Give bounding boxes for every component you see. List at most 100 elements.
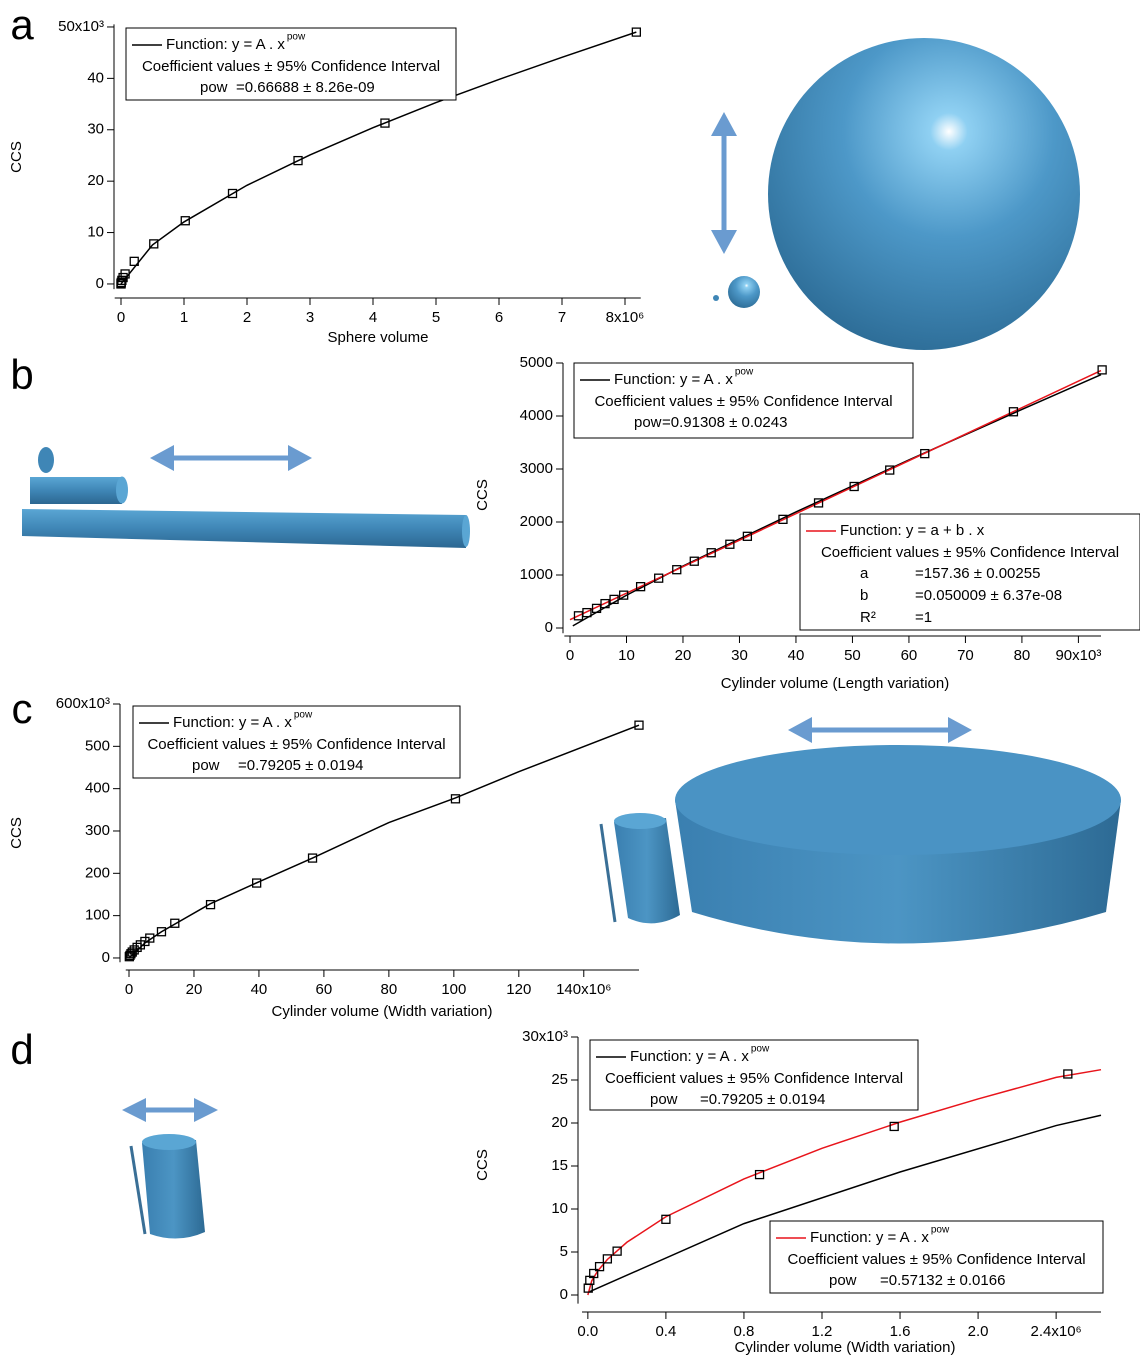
x-tick-label: 4: [369, 309, 377, 326]
x-tick-label: 20: [186, 981, 203, 998]
x-tick-label: 0.0: [577, 1323, 598, 1340]
legend-param: pow: [634, 414, 662, 431]
x-tick-label: 2.0: [968, 1323, 989, 1340]
disk-top: [675, 745, 1121, 855]
x-tick-label: 80: [1014, 647, 1031, 664]
y-tick-label: 200: [85, 864, 110, 881]
y-tick-label: 20: [87, 172, 104, 189]
legend-param: R²: [860, 609, 876, 626]
legend-header: Coefficient values ± 95% Confidence Inte…: [787, 1251, 1085, 1268]
legend-function: Function: y = a + b . x: [840, 522, 985, 539]
legend-function: Function: y = A . x: [614, 371, 733, 388]
cylinder-end: [462, 515, 470, 547]
panel-label: b: [10, 351, 33, 398]
y-tick-label: 400: [85, 780, 110, 797]
x-tick-label: 3: [306, 309, 314, 326]
cylinder-top: [142, 1134, 196, 1150]
arrow: [788, 717, 972, 743]
cylinder-edge: [131, 1146, 145, 1234]
data-point: [1098, 366, 1106, 374]
cylinder-end: [116, 477, 128, 504]
legend-header: Coefficient values ± 95% Confidence Inte…: [147, 736, 445, 753]
y-tick-label: 100: [85, 907, 110, 924]
sphere-small: [728, 276, 760, 308]
y-tick-label: 0: [545, 619, 553, 636]
x-tick-label: 7: [558, 309, 566, 326]
legend-superscript: pow: [287, 32, 306, 43]
legend-value: =1: [915, 609, 932, 626]
y-tick-label: 20: [551, 1114, 568, 1131]
cylinder-medium: [30, 477, 122, 504]
x-tick-label: 0: [566, 647, 574, 664]
x-tick-label: 40: [788, 647, 805, 664]
legend-superscript: pow: [294, 710, 313, 721]
x-tick-label: 60: [316, 981, 333, 998]
legend-function: Function: y = A . x: [810, 1229, 929, 1246]
y-tick-label: 4000: [520, 407, 553, 424]
x-tick-label: 10: [618, 647, 635, 664]
x-tick-label: 1: [180, 309, 188, 326]
y-tick-label: 300: [85, 822, 110, 839]
legend-value: =0.57132 ± 0.0166: [880, 1272, 1005, 1289]
legend-param: a: [860, 565, 869, 582]
x-tick-label: 0: [125, 981, 133, 998]
x-tick-label: 90x10³: [1055, 647, 1101, 664]
x-tick-label: 5: [432, 309, 440, 326]
arrow: [711, 112, 737, 254]
y-tick-label: 0: [96, 275, 104, 292]
y-tick-label: 15: [551, 1157, 568, 1174]
legend-value: =0.79205 ± 0.0194: [700, 1091, 825, 1108]
cylinder-disc: [38, 447, 54, 473]
legend-value: =157.36 ± 0.00255: [915, 565, 1040, 582]
y-tick-label: 0: [560, 1286, 568, 1303]
legend-value: =0.66688 ± 8.26e-09: [236, 79, 375, 96]
x-tick-label: 100: [441, 981, 466, 998]
legend-value: =0.050009 ± 6.37e-08: [915, 587, 1062, 604]
x-tick-label: 30: [731, 647, 748, 664]
legend-param: pow: [829, 1272, 857, 1289]
x-tick-label: 2: [243, 309, 251, 326]
x-tick-label: 2.4x10⁶: [1031, 1323, 1082, 1340]
x-tick-label: 0.4: [655, 1323, 676, 1340]
legend-value: =0.79205 ± 0.0194: [238, 757, 363, 774]
y-tick-label: 10: [87, 224, 104, 241]
y-tick-label: 500: [85, 737, 110, 754]
x-tick-label: 0.8: [734, 1323, 755, 1340]
x-tick-label: 50: [844, 647, 861, 664]
y-tick-label: 2000: [520, 513, 553, 530]
cylinder-top: [614, 813, 666, 829]
x-tick-label: 8x10⁶: [606, 309, 645, 326]
x-axis-label: Sphere volume: [328, 329, 429, 346]
y-tick-label: 30: [87, 121, 104, 138]
x-tick-label: 1.6: [890, 1323, 911, 1340]
data-point: [1064, 1070, 1072, 1078]
y-tick-label: 600x10³: [56, 695, 110, 712]
arrow: [122, 1098, 218, 1122]
x-axis-label: Cylinder volume (Length variation): [721, 675, 949, 692]
y-tick-label: 1000: [520, 566, 553, 583]
cylinder-long: [22, 509, 466, 548]
y-tick-label: 10: [551, 1200, 568, 1217]
cylinder-small: [142, 1140, 205, 1239]
x-tick-label: 0: [117, 309, 125, 326]
x-tick-label: 40: [251, 981, 268, 998]
legend-header: Coefficient values ± 95% Confidence Inte…: [821, 544, 1119, 561]
y-tick-label: 50x10³: [58, 18, 104, 35]
x-tick-label: 70: [957, 647, 974, 664]
y-tick-label: 5000: [520, 354, 553, 371]
y-tick-label: 3000: [520, 460, 553, 477]
y-axis-label: CCS: [8, 817, 25, 849]
sphere-large: [768, 38, 1080, 350]
x-tick-label: 80: [381, 981, 398, 998]
y-tick-label: 30x10³: [522, 1028, 568, 1045]
cylinder-small: [614, 818, 680, 923]
x-axis-label: Cylinder volume (Width variation): [735, 1339, 956, 1356]
legend-param: pow: [192, 757, 220, 774]
y-tick-label: 40: [87, 69, 104, 86]
x-axis-label: Cylinder volume (Width variation): [272, 1003, 493, 1020]
panel-label: c: [12, 685, 33, 732]
panel-label: a: [10, 1, 34, 48]
figure: a012345678x10⁶01020304050x10³Sphere volu…: [0, 0, 1140, 1358]
panel-label: d: [10, 1026, 33, 1073]
legend-function: Function: y = A . x: [166, 36, 285, 53]
